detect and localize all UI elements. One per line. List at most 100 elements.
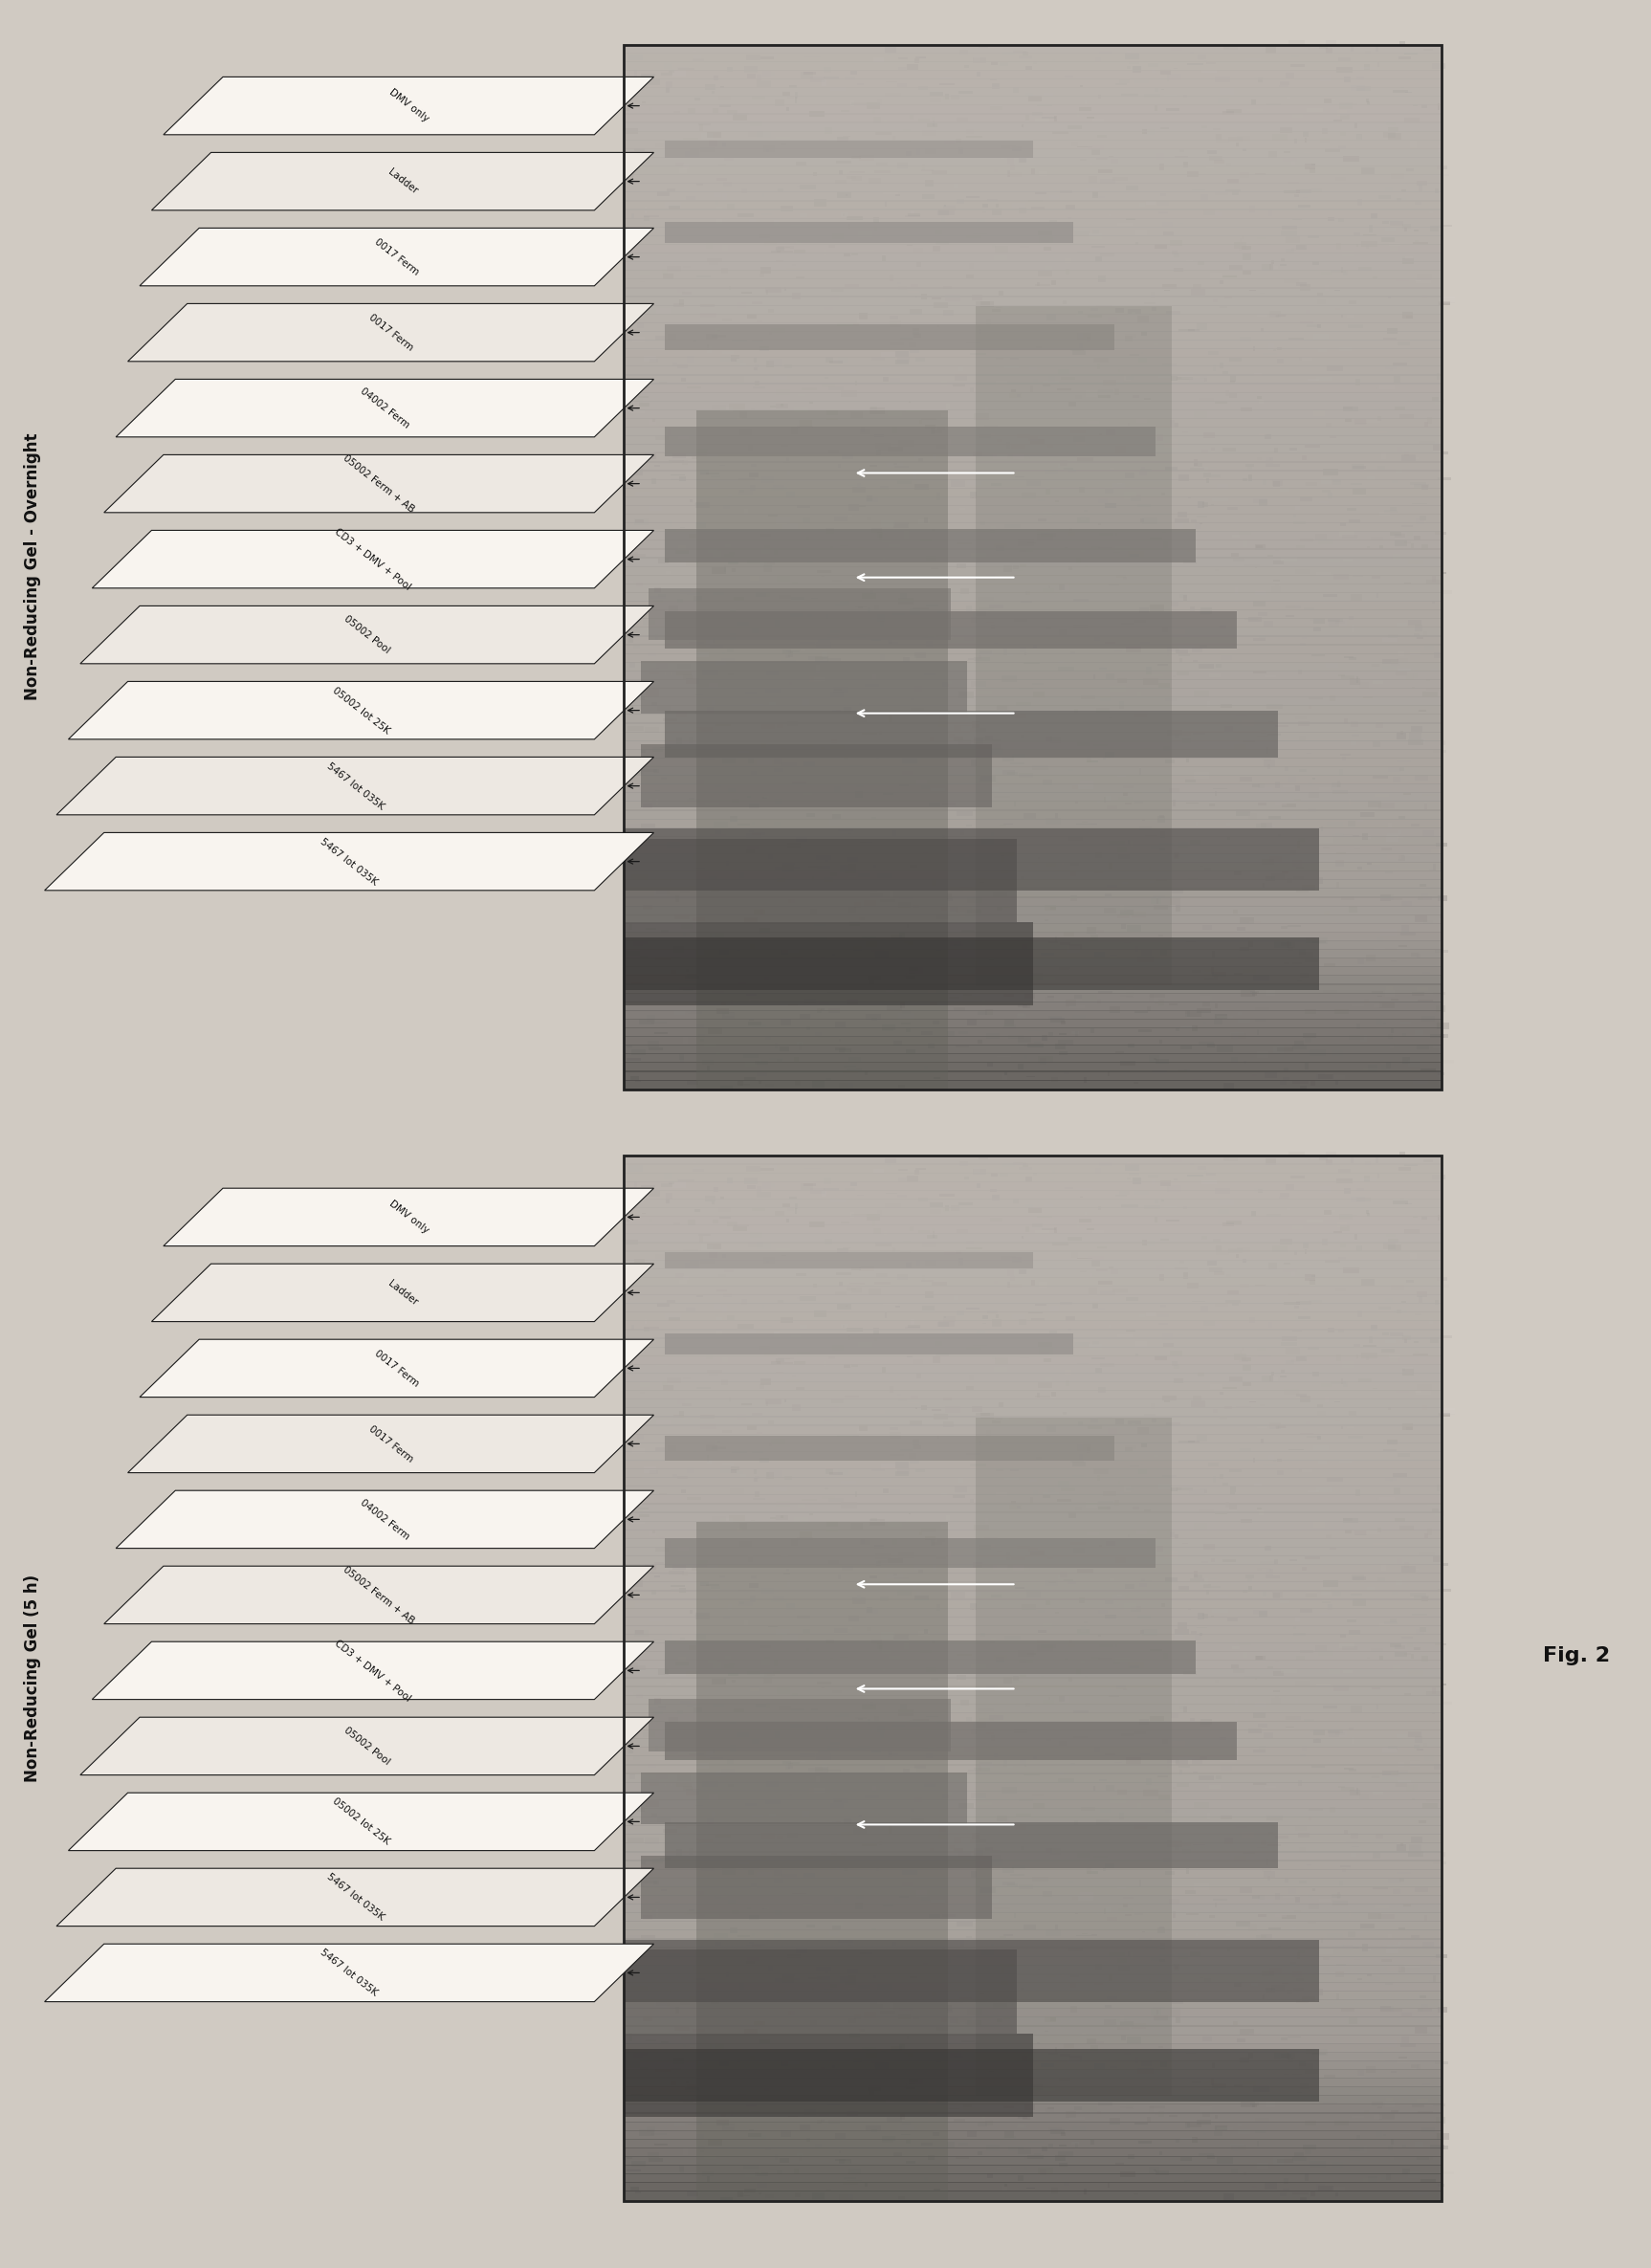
Bar — [1351, 1198, 1365, 1202]
Bar — [624, 1565, 1441, 1574]
Bar — [1336, 2193, 1339, 2195]
Bar — [773, 2071, 776, 2075]
Bar — [1433, 1046, 1445, 1048]
Bar — [959, 1256, 974, 1261]
Bar — [773, 485, 784, 490]
Bar — [634, 1628, 649, 1635]
Bar — [624, 896, 1441, 907]
Bar — [791, 667, 804, 669]
Bar — [1351, 1737, 1354, 1744]
Bar — [1062, 1973, 1063, 1975]
Bar — [1230, 1486, 1237, 1492]
Bar — [624, 923, 1034, 1005]
Bar — [1233, 2021, 1238, 2025]
Bar — [930, 737, 934, 742]
Bar — [1319, 138, 1329, 143]
Bar — [1215, 1681, 1218, 1683]
Bar — [1265, 1547, 1271, 1551]
Bar — [629, 54, 642, 61]
Bar — [665, 1721, 1237, 1760]
Bar — [1255, 1018, 1266, 1023]
Bar — [1012, 1864, 1025, 1869]
Bar — [1076, 111, 1080, 118]
Bar — [877, 615, 885, 621]
Bar — [783, 864, 794, 871]
Bar — [1385, 367, 1397, 370]
Bar — [1397, 1309, 1402, 1313]
Bar — [776, 1501, 791, 1506]
Bar — [690, 585, 700, 592]
Bar — [958, 1653, 972, 1656]
Polygon shape — [697, 1522, 948, 2200]
Bar — [1286, 941, 1294, 948]
Bar — [1070, 528, 1071, 533]
Bar — [1255, 544, 1266, 549]
Bar — [700, 1583, 710, 1585]
Bar — [1119, 1490, 1123, 1497]
Bar — [766, 1472, 774, 1479]
Bar — [883, 1633, 895, 1637]
Bar — [1319, 1157, 1327, 1161]
Bar — [1171, 438, 1179, 442]
Bar — [1400, 932, 1415, 937]
Bar — [979, 655, 981, 658]
Bar — [824, 878, 834, 882]
Bar — [1004, 365, 1019, 370]
Bar — [624, 723, 1441, 733]
Bar — [1395, 535, 1405, 538]
Bar — [1014, 803, 1015, 807]
Bar — [996, 1492, 1007, 1495]
Bar — [624, 1198, 1441, 1209]
Bar — [822, 1765, 827, 1769]
Bar — [868, 590, 873, 594]
Bar — [1167, 651, 1169, 658]
Bar — [1260, 1935, 1273, 1941]
Bar — [1387, 1061, 1390, 1068]
Bar — [745, 1724, 759, 1728]
Bar — [1388, 365, 1402, 370]
Bar — [1176, 524, 1184, 528]
Bar — [624, 1642, 1441, 1651]
Bar — [764, 964, 774, 971]
Bar — [705, 1195, 715, 1202]
Bar — [977, 610, 986, 617]
Bar — [1402, 1057, 1410, 1064]
Bar — [687, 386, 700, 388]
Bar — [783, 649, 791, 655]
Bar — [1136, 243, 1138, 245]
Bar — [1293, 875, 1304, 880]
Bar — [1103, 2019, 1116, 2025]
Bar — [1141, 519, 1144, 522]
Bar — [669, 1749, 679, 1755]
Bar — [745, 2173, 756, 2177]
Bar — [1038, 170, 1048, 177]
Bar — [1327, 492, 1332, 499]
Bar — [1200, 644, 1207, 649]
Bar — [1263, 760, 1275, 767]
Bar — [1322, 846, 1329, 848]
Bar — [755, 1476, 759, 1479]
Bar — [981, 1776, 991, 1780]
Bar — [786, 1218, 789, 1222]
Bar — [707, 132, 721, 138]
Bar — [832, 1345, 844, 1352]
Bar — [768, 1939, 784, 1941]
Bar — [636, 2071, 647, 2075]
Bar — [880, 519, 895, 526]
Bar — [1436, 946, 1438, 953]
Bar — [883, 1302, 898, 1304]
Bar — [1009, 392, 1022, 397]
Bar — [928, 1991, 931, 1996]
Bar — [855, 1903, 863, 1910]
Bar — [1266, 102, 1281, 104]
Bar — [1380, 1624, 1390, 1626]
Bar — [956, 1229, 969, 1234]
Bar — [1317, 937, 1327, 943]
Bar — [830, 547, 834, 549]
Bar — [624, 687, 1441, 699]
Bar — [1184, 1672, 1197, 1676]
Bar — [1063, 1740, 1068, 1744]
Bar — [963, 2105, 972, 2107]
Bar — [769, 572, 773, 574]
Bar — [672, 70, 687, 77]
